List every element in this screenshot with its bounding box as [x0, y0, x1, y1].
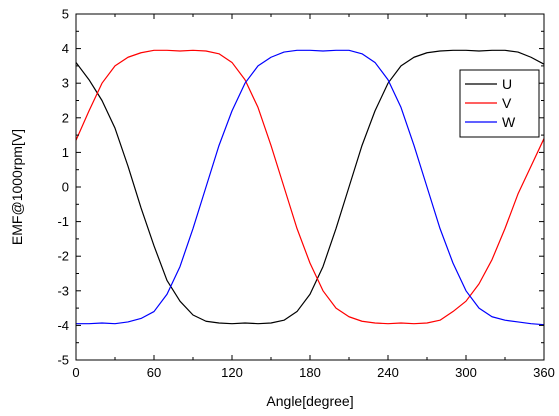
x-tick-label: 0	[72, 365, 79, 380]
y-tick-label: -3	[57, 283, 69, 298]
y-tick-label: 1	[62, 145, 69, 160]
ticks-layer: 0 60 120 180 240 300 360 -5 -4 -3 -2 -1 0 1 2 3 4 5	[57, 7, 554, 381]
y-tick-label: 2	[62, 110, 69, 125]
series-layer	[75, 49, 545, 326]
y-tick-label: 4	[62, 41, 69, 56]
x-tick-label: 240	[377, 365, 399, 380]
y-tick-label: -4	[57, 318, 69, 333]
y-tick-label: -5	[57, 353, 69, 368]
x-tick-label: 60	[147, 365, 161, 380]
y-axis-title: EMF@1000rpm[V]	[9, 129, 25, 245]
x-tick-label: 360	[533, 365, 555, 380]
y-tick-label: 0	[62, 180, 69, 195]
plot-frame	[75, 13, 545, 361]
legend-label-w: W	[502, 114, 516, 130]
x-tick-label: 300	[455, 365, 477, 380]
legend-label-u: U	[502, 76, 512, 92]
series-line-w	[76, 49, 545, 326]
legend-label-v: V	[502, 95, 512, 111]
series-line-u	[75, 49, 545, 325]
series-line-v	[75, 49, 545, 325]
x-tick-label: 180	[299, 365, 321, 380]
x-axis-title: Angle[degree]	[266, 393, 353, 409]
y-tick-label: 5	[62, 7, 69, 22]
x-tick-label: 120	[221, 365, 243, 380]
y-tick-label: -2	[57, 249, 69, 264]
legend: UVW	[459, 69, 540, 138]
y-tick-label: -1	[57, 214, 69, 229]
y-tick-label: 3	[62, 76, 69, 91]
